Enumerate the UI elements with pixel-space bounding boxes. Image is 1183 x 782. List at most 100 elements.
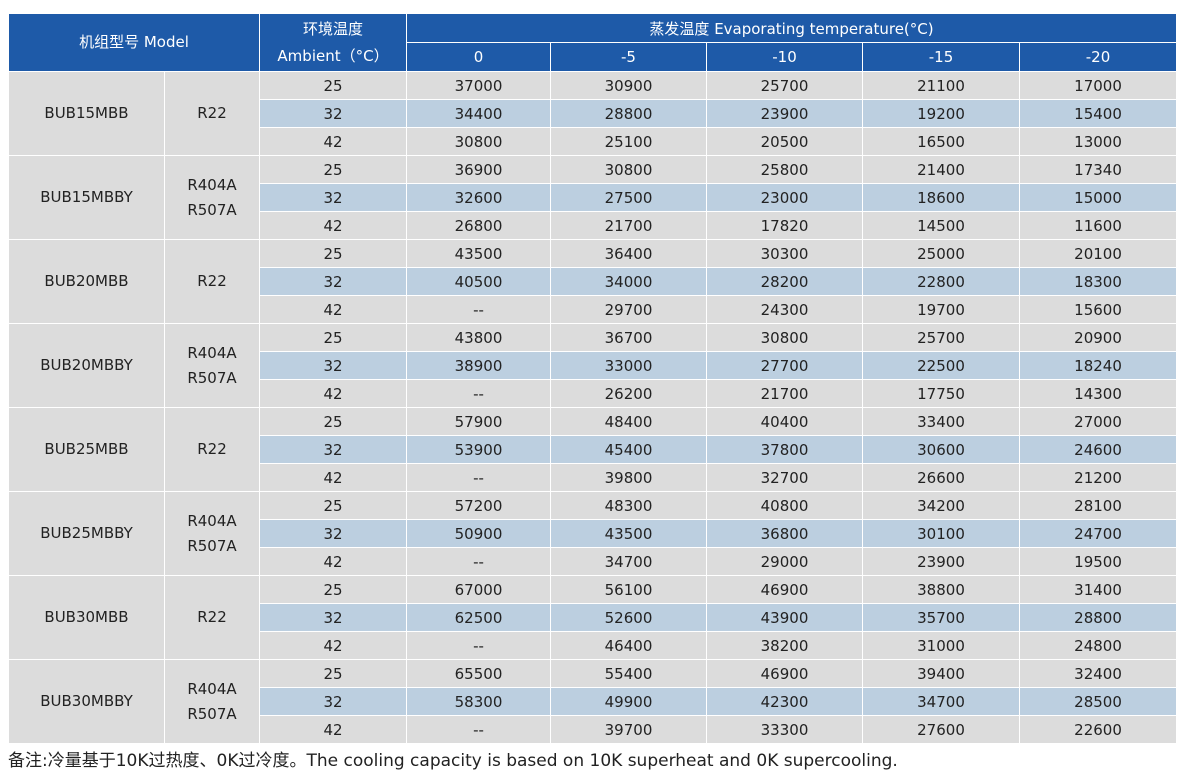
evaporating-header: 蒸发温度 Evaporating temperature(°C) bbox=[405, 13, 1178, 43]
capacity-cell: -- bbox=[406, 295, 551, 324]
capacity-cell: 28100 bbox=[1018, 491, 1178, 520]
capacity-cell: 42300 bbox=[706, 687, 863, 716]
capacity-cell: 25800 bbox=[706, 155, 863, 184]
table-row: 32 58300 49900 42300 34700 28500 bbox=[9, 687, 1178, 716]
ambient-cell: 32 bbox=[259, 183, 407, 212]
capacity-cell: 39700 bbox=[550, 715, 707, 744]
capacity-cell: 65500 bbox=[406, 659, 551, 688]
capacity-cell: 56100 bbox=[550, 575, 707, 604]
table-row: 32 53900 45400 37800 30600 24600 bbox=[9, 435, 1178, 464]
capacity-cell: 38800 bbox=[862, 575, 1020, 604]
capacity-cell: 36800 bbox=[706, 519, 863, 548]
refrigerant-label: R507A bbox=[187, 368, 237, 387]
ambient-cell: 25 bbox=[259, 155, 407, 184]
capacity-cell: 40800 bbox=[706, 491, 863, 520]
ambient-cell: 42 bbox=[259, 295, 407, 324]
capacity-cell: 32700 bbox=[706, 463, 863, 492]
capacity-cell: 36400 bbox=[550, 239, 707, 268]
capacity-cell: 27500 bbox=[550, 183, 707, 212]
capacity-cell: 25700 bbox=[862, 323, 1020, 352]
capacity-cell: 36700 bbox=[550, 323, 707, 352]
ambient-cell: 25 bbox=[259, 659, 407, 688]
ambient-header: 环境温度 Ambient（°C） bbox=[259, 13, 407, 72]
ambient-cell: 42 bbox=[259, 715, 407, 744]
evap-temp-header: -15 bbox=[862, 42, 1020, 72]
capacity-cell: 21200 bbox=[1018, 463, 1178, 492]
capacity-cell: 27700 bbox=[706, 351, 863, 380]
table-row: 42 -- 29700 24300 19700 15600 bbox=[9, 295, 1178, 324]
capacity-cell: 28800 bbox=[1018, 603, 1178, 632]
capacity-cell: 30900 bbox=[550, 71, 707, 100]
model-header: 机组型号 Model bbox=[8, 13, 260, 72]
table-row: 42 -- 26200 21700 17750 14300 bbox=[9, 379, 1178, 408]
capacity-cell: 23000 bbox=[706, 183, 863, 212]
capacity-cell: 57200 bbox=[406, 491, 551, 520]
refrigerant-cell: R404A R507A bbox=[164, 323, 260, 408]
capacity-cell: 27000 bbox=[1018, 407, 1178, 436]
refrigerant-label: R404A bbox=[187, 343, 237, 362]
capacity-cell: 18600 bbox=[862, 183, 1020, 212]
capacity-cell: 30800 bbox=[406, 127, 551, 156]
cooling-capacity-table: 机组型号 Model 环境温度 Ambient（°C） 蒸发温度 Evapora… bbox=[8, 13, 1178, 744]
refrigerant-cell: R22 bbox=[164, 239, 260, 324]
capacity-cell: 31400 bbox=[1018, 575, 1178, 604]
capacity-cell: -- bbox=[406, 463, 551, 492]
capacity-cell: -- bbox=[406, 379, 551, 408]
capacity-cell: 32400 bbox=[1018, 659, 1178, 688]
capacity-cell: 22800 bbox=[862, 267, 1020, 296]
capacity-cell: 17750 bbox=[862, 379, 1020, 408]
ambient-cell: 32 bbox=[259, 435, 407, 464]
capacity-cell: 34400 bbox=[406, 99, 551, 128]
refrigerant-label: R507A bbox=[187, 536, 237, 555]
ambient-cell: 25 bbox=[259, 491, 407, 520]
capacity-cell: 20900 bbox=[1018, 323, 1178, 352]
capacity-cell: 34700 bbox=[862, 687, 1020, 716]
capacity-cell: 15400 bbox=[1018, 99, 1178, 128]
footnote: 备注:冷量基于10K过热度、0K过冷度。The cooling capacity… bbox=[8, 751, 898, 771]
capacity-cell: 30300 bbox=[706, 239, 863, 268]
capacity-cell: 18240 bbox=[1018, 351, 1178, 380]
capacity-cell: 21400 bbox=[862, 155, 1020, 184]
capacity-cell: 38900 bbox=[406, 351, 551, 380]
table-row: BUB30MBB R22 25 67000 56100 46900 38800 31400 bbox=[8, 575, 1178, 660]
capacity-cell: 52600 bbox=[550, 603, 707, 632]
ambient-cell: 25 bbox=[259, 575, 407, 604]
capacity-cell: 26800 bbox=[406, 211, 551, 240]
evap-temp-header: -20 bbox=[1018, 42, 1178, 72]
table-row: BUB15MBBY R404A R507A 25 36900 30800 25800 2140… bbox=[8, 155, 1178, 240]
capacity-cell: 43900 bbox=[706, 603, 863, 632]
table-row: BUB20MBBY R404A R507A 25 43800 36700 30800 2570… bbox=[8, 323, 1178, 408]
capacity-cell: 58300 bbox=[406, 687, 551, 716]
capacity-cell: 30800 bbox=[550, 155, 707, 184]
ambient-cell: 25 bbox=[259, 407, 407, 436]
capacity-cell: -- bbox=[406, 631, 551, 660]
capacity-cell: 30600 bbox=[862, 435, 1020, 464]
capacity-cell: 27600 bbox=[862, 715, 1020, 744]
ambient-cell: 25 bbox=[259, 239, 407, 268]
capacity-cell: 22600 bbox=[1018, 715, 1178, 744]
table-row: 42 26800 21700 17820 14500 11600 bbox=[9, 211, 1178, 240]
capacity-cell: 19200 bbox=[862, 99, 1020, 128]
capacity-cell: 33000 bbox=[550, 351, 707, 380]
refrigerant-label: R404A bbox=[187, 679, 237, 698]
refrigerant-label: R22 bbox=[197, 272, 227, 290]
model-cell: BUB25MBB bbox=[8, 407, 165, 492]
capacity-cell: 17340 bbox=[1018, 155, 1178, 184]
evap-temp-header: -5 bbox=[550, 42, 707, 72]
refrigerant-cell: R404A R507A bbox=[164, 659, 260, 744]
capacity-cell: 67000 bbox=[406, 575, 551, 604]
capacity-cell: 21700 bbox=[706, 379, 863, 408]
capacity-cell: 39800 bbox=[550, 463, 707, 492]
capacity-cell: 49900 bbox=[550, 687, 707, 716]
ambient-cell: 25 bbox=[259, 323, 407, 352]
table-row: 42 -- 39700 33300 27600 22600 bbox=[9, 715, 1178, 744]
refrigerant-cell: R22 bbox=[164, 575, 260, 660]
refrigerant-label: R507A bbox=[187, 704, 237, 723]
capacity-cell: 62500 bbox=[406, 603, 551, 632]
capacity-cell: 14300 bbox=[1018, 379, 1178, 408]
refrigerant-label: R22 bbox=[197, 104, 227, 122]
capacity-cell: 55400 bbox=[550, 659, 707, 688]
capacity-cell: 46900 bbox=[706, 575, 863, 604]
capacity-cell: 29700 bbox=[550, 295, 707, 324]
capacity-cell: 28800 bbox=[550, 99, 707, 128]
